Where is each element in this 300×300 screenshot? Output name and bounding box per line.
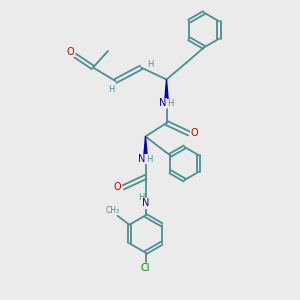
Text: H: H [138, 194, 144, 202]
Text: H: H [108, 85, 114, 94]
Text: CH₃: CH₃ [106, 206, 120, 215]
Text: N: N [159, 98, 167, 109]
Polygon shape [165, 80, 168, 102]
Text: H: H [147, 60, 153, 69]
Text: N: N [142, 198, 149, 208]
Text: O: O [67, 47, 74, 57]
Text: O: O [190, 128, 198, 139]
Text: O: O [114, 182, 122, 192]
Text: Cl: Cl [141, 263, 150, 273]
Polygon shape [144, 136, 147, 158]
Text: H: H [146, 154, 152, 164]
Text: H: H [167, 99, 173, 108]
Text: N: N [138, 154, 145, 164]
